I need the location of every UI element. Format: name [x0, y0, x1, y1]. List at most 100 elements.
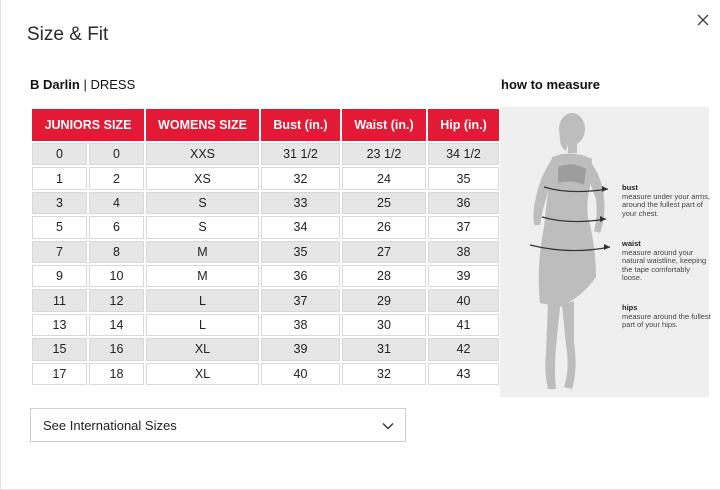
- hip-value: 39: [428, 264, 499, 288]
- juniors-size-a: 0: [32, 143, 87, 166]
- table-row: 15 16 XL 39 31 42: [32, 338, 499, 361]
- header-womens-size: WOMENS SIZE: [146, 109, 259, 141]
- tip-bust-label: bust: [622, 183, 638, 192]
- header-waist: Waist (in.): [342, 109, 426, 141]
- table-row: 11 12 L 37 29 40: [32, 289, 499, 312]
- tip-hips-text: measure around the fullest part of your …: [622, 311, 711, 330]
- dress-silhouette-figure: [529, 113, 611, 389]
- hip-value: 38: [428, 240, 499, 263]
- table-row: 7 8 M 35 27 38: [32, 240, 499, 263]
- table-row: 17 18 XL 40 32 43: [32, 362, 499, 385]
- bust-value: 33: [261, 191, 340, 215]
- header-juniors-size: JUNIORS SIZE: [32, 109, 144, 141]
- tip-hips-label: hips: [622, 303, 638, 312]
- womens-size: M: [146, 240, 259, 263]
- juniors-size-a: 13: [32, 313, 87, 337]
- bust-value: 37: [261, 289, 340, 312]
- tip-hips: hips measure around the fullest part of …: [622, 303, 712, 330]
- hip-value: 36: [428, 191, 499, 215]
- close-icon: [697, 14, 709, 26]
- product-line: B Darlin | DRESS: [30, 77, 135, 92]
- table-row: 5 6 S 34 26 37: [32, 216, 499, 239]
- juniors-size-b: 18: [89, 362, 144, 385]
- juniors-size-b: 16: [89, 338, 144, 361]
- womens-size: XL: [146, 362, 259, 385]
- table-row: 1 2 XS 32 24 35: [32, 167, 499, 190]
- waist-value: 28: [342, 264, 426, 288]
- waist-value: 32: [342, 362, 426, 385]
- bust-value: 31 1/2: [261, 143, 340, 166]
- womens-size: L: [146, 289, 259, 312]
- juniors-size-a: 9: [32, 264, 87, 288]
- womens-size: XL: [146, 338, 259, 361]
- tip-waist-text: measure around your natural waistline, k…: [622, 247, 707, 283]
- bust-value: 38: [261, 313, 340, 337]
- juniors-size-a: 7: [32, 240, 87, 263]
- table-row: 3 4 S 33 25 36: [32, 191, 499, 215]
- waist-value: 25: [342, 191, 426, 215]
- tip-bust-text: measure under your arms, around the full…: [622, 191, 710, 218]
- waist-value: 24: [342, 167, 426, 190]
- womens-size: XS: [146, 167, 259, 190]
- juniors-size-a: 17: [32, 362, 87, 385]
- hip-value: 42: [428, 338, 499, 361]
- tip-waist-label: waist: [622, 239, 641, 248]
- waist-value: 27: [342, 240, 426, 263]
- size-chart-table: JUNIORS SIZE WOMENS SIZE Bust (in.) Wais…: [30, 107, 501, 387]
- table-row: 9 10 M 36 28 39: [32, 264, 499, 288]
- hip-value: 37: [428, 216, 499, 239]
- juniors-size-b: 14: [89, 313, 144, 337]
- waist-value: 31: [342, 338, 426, 361]
- juniors-size-a: 3: [32, 191, 87, 215]
- how-to-measure-heading: how to measure: [501, 77, 600, 92]
- table-row: 0 0 XXS 31 1/2 23 1/2 34 1/2: [32, 143, 499, 166]
- modal-title: Size & Fit: [27, 24, 109, 45]
- tip-waist: waist measure around your natural waistl…: [622, 239, 712, 283]
- bust-value: 36: [261, 264, 340, 288]
- juniors-size-b: 2: [89, 167, 144, 190]
- womens-size: L: [146, 313, 259, 337]
- waist-value: 30: [342, 313, 426, 337]
- tip-bust: bust measure under your arms, around the…: [622, 183, 712, 218]
- measurement-figure: [500, 107, 709, 397]
- chevron-down-icon: [382, 423, 394, 430]
- juniors-size-b: 12: [89, 289, 144, 312]
- juniors-size-b: 8: [89, 240, 144, 263]
- juniors-size-a: 5: [32, 216, 87, 239]
- bust-value: 40: [261, 362, 340, 385]
- bust-value: 35: [261, 240, 340, 263]
- womens-size: S: [146, 191, 259, 215]
- international-sizes-label: See International Sizes: [43, 418, 177, 433]
- hip-value: 40: [428, 289, 499, 312]
- header-bust: Bust (in.): [261, 109, 340, 141]
- waist-value: 26: [342, 216, 426, 239]
- international-sizes-dropdown[interactable]: See International Sizes: [30, 408, 406, 442]
- product-separator: |: [79, 77, 91, 92]
- hip-value: 43: [428, 362, 499, 385]
- waist-value: 29: [342, 289, 426, 312]
- juniors-size-b: 10: [89, 264, 144, 288]
- hip-value: 35: [428, 167, 499, 190]
- juniors-size-a: 1: [32, 167, 87, 190]
- womens-size: S: [146, 216, 259, 239]
- juniors-size-b: 0: [89, 143, 144, 166]
- bust-value: 32: [261, 167, 340, 190]
- bust-value: 39: [261, 338, 340, 361]
- product-brand: B Darlin: [30, 77, 80, 92]
- hip-value: 41: [428, 313, 499, 337]
- product-type: DRESS: [90, 77, 136, 92]
- header-hip: Hip (in.): [428, 109, 499, 141]
- size-chart-header-row: JUNIORS SIZE WOMENS SIZE Bust (in.) Wais…: [32, 109, 499, 141]
- bust-value: 34: [261, 216, 340, 239]
- juniors-size-a: 11: [32, 289, 87, 312]
- table-row: 13 14 L 38 30 41: [32, 313, 499, 337]
- womens-size: XXS: [146, 143, 259, 166]
- close-button[interactable]: [693, 10, 713, 30]
- waist-value: 23 1/2: [342, 143, 426, 166]
- juniors-size-b: 4: [89, 191, 144, 215]
- hip-value: 34 1/2: [428, 143, 499, 166]
- juniors-size-b: 6: [89, 216, 144, 239]
- womens-size: M: [146, 264, 259, 288]
- juniors-size-a: 15: [32, 338, 87, 361]
